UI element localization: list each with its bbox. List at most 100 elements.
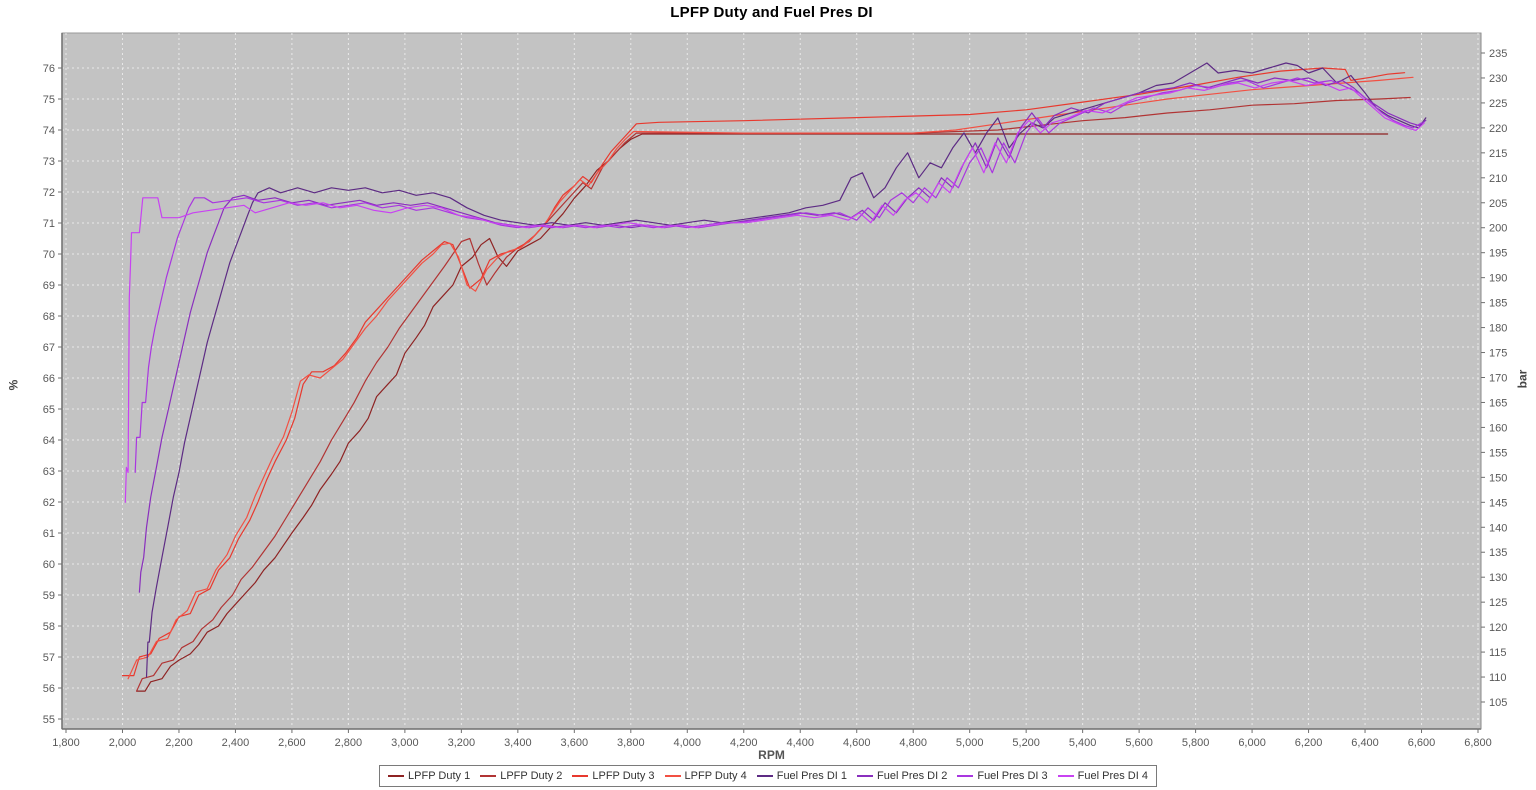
- svg-text:210: 210: [1489, 173, 1507, 185]
- svg-text:69: 69: [43, 280, 55, 292]
- legend-swatch-icon: [857, 775, 874, 777]
- legend-swatch-icon: [957, 775, 974, 777]
- plot-area: [61, 32, 1482, 730]
- series-line-fuel-pres-di-4: [124, 79, 1425, 503]
- svg-text:4,400: 4,400: [786, 737, 814, 749]
- svg-text:3,200: 3,200: [448, 737, 476, 749]
- legend-label: Fuel Pres DI 2: [877, 770, 948, 782]
- legend-label: LPFP Duty 1: [408, 770, 471, 782]
- tick-labels: 55 56 57 58 59 60 61 62 63 64 65 66 67 68 69 70 71 72 73 74…: [43, 48, 1508, 749]
- svg-text:70: 70: [43, 249, 55, 261]
- svg-text:55: 55: [43, 714, 55, 726]
- legend-item-fuel-pres-di-3: Fuel Pres DI 3: [957, 770, 1048, 782]
- chart-legend: LPFP Duty 1 LPFP Duty 2 LPFP Duty 3 LPFP Du…: [0, 765, 1536, 787]
- svg-text:4,800: 4,800: [899, 737, 927, 749]
- right-axis-title: bar: [1515, 369, 1530, 389]
- svg-text:6,800: 6,800: [1464, 737, 1492, 749]
- svg-text:105: 105: [1489, 697, 1507, 709]
- svg-text:64: 64: [43, 435, 55, 447]
- legend-item-lpfp-duty-4: LPFP Duty 4: [664, 770, 747, 782]
- svg-text:5,600: 5,600: [1125, 737, 1153, 749]
- svg-text:120: 120: [1489, 622, 1507, 634]
- svg-text:1,800: 1,800: [52, 737, 80, 749]
- svg-text:230: 230: [1489, 73, 1507, 85]
- series-line-lpfp-duty-4: [127, 76, 1414, 680]
- svg-text:6,200: 6,200: [1295, 737, 1323, 749]
- svg-text:2,400: 2,400: [222, 737, 250, 749]
- series-lines: [121, 62, 1427, 692]
- svg-text:190: 190: [1489, 273, 1507, 285]
- svg-text:5,200: 5,200: [1012, 737, 1040, 749]
- svg-text:4,200: 4,200: [730, 737, 758, 749]
- svg-text:150: 150: [1489, 472, 1507, 484]
- svg-text:58: 58: [43, 621, 55, 633]
- svg-text:180: 180: [1489, 323, 1507, 335]
- svg-text:4,600: 4,600: [843, 737, 871, 749]
- svg-text:59: 59: [43, 590, 55, 602]
- svg-text:185: 185: [1489, 298, 1507, 310]
- svg-text:67: 67: [43, 342, 55, 354]
- svg-text:195: 195: [1489, 248, 1507, 260]
- legend-swatch-icon: [664, 775, 681, 777]
- svg-text:225: 225: [1489, 98, 1507, 110]
- svg-text:6,600: 6,600: [1408, 737, 1436, 749]
- svg-text:3,600: 3,600: [561, 737, 589, 749]
- gridlines: [62, 33, 1481, 729]
- series-line-fuel-pres-di-1: [145, 62, 1427, 678]
- svg-text:61: 61: [43, 528, 55, 540]
- svg-text:6,400: 6,400: [1351, 737, 1379, 749]
- svg-text:2,800: 2,800: [335, 737, 363, 749]
- svg-text:170: 170: [1489, 373, 1507, 385]
- svg-text:135: 135: [1489, 547, 1507, 559]
- svg-text:3,000: 3,000: [391, 737, 419, 749]
- svg-text:3,800: 3,800: [617, 737, 645, 749]
- svg-text:56: 56: [43, 683, 55, 695]
- svg-text:130: 130: [1489, 572, 1507, 584]
- svg-text:5,400: 5,400: [1069, 737, 1097, 749]
- svg-text:68: 68: [43, 311, 55, 323]
- svg-text:57: 57: [43, 652, 55, 664]
- series-line-lpfp-duty-1: [136, 133, 1389, 692]
- legend-label: LPFP Duty 4: [684, 770, 747, 782]
- legend-label: Fuel Pres DI 4: [1077, 770, 1148, 782]
- svg-text:4,000: 4,000: [674, 737, 702, 749]
- tick-marks: [58, 52, 1485, 733]
- svg-text:125: 125: [1489, 597, 1507, 609]
- svg-text:73: 73: [43, 156, 55, 168]
- svg-text:2,000: 2,000: [109, 737, 137, 749]
- svg-text:62: 62: [43, 497, 55, 509]
- svg-text:6,000: 6,000: [1238, 737, 1266, 749]
- svg-text:140: 140: [1489, 522, 1507, 534]
- svg-text:220: 220: [1489, 123, 1507, 135]
- svg-text:165: 165: [1489, 397, 1507, 409]
- svg-text:66: 66: [43, 373, 55, 385]
- x-axis-title: RPM: [758, 748, 785, 762]
- svg-text:76: 76: [43, 63, 55, 75]
- svg-text:71: 71: [43, 218, 55, 230]
- svg-text:110: 110: [1489, 672, 1507, 684]
- svg-text:155: 155: [1489, 447, 1507, 459]
- legend-swatch-icon: [756, 775, 773, 777]
- svg-text:65: 65: [43, 404, 55, 416]
- svg-text:115: 115: [1489, 647, 1507, 659]
- svg-text:145: 145: [1489, 497, 1507, 509]
- chart-title: LPFP Duty and Fuel Pres DI: [670, 4, 873, 21]
- series-line-fuel-pres-di-3: [134, 77, 1423, 473]
- legend-label: LPFP Duty 3: [592, 770, 655, 782]
- left-axis-title: %: [6, 379, 21, 391]
- svg-text:215: 215: [1489, 148, 1507, 160]
- legend-swatch-icon: [388, 775, 405, 777]
- legend-item-lpfp-duty-3: LPFP Duty 3: [572, 770, 655, 782]
- axis-spines: [61, 33, 1482, 730]
- svg-text:200: 200: [1489, 223, 1507, 235]
- legend-swatch-icon: [1057, 775, 1074, 777]
- svg-text:175: 175: [1489, 348, 1507, 360]
- svg-text:60: 60: [43, 559, 55, 571]
- legend-swatch-icon: [480, 775, 497, 777]
- legend-item-fuel-pres-di-2: Fuel Pres DI 2: [857, 770, 947, 782]
- svg-text:2,600: 2,600: [278, 737, 306, 749]
- svg-text:2,200: 2,200: [165, 737, 193, 749]
- svg-text:74: 74: [43, 125, 55, 137]
